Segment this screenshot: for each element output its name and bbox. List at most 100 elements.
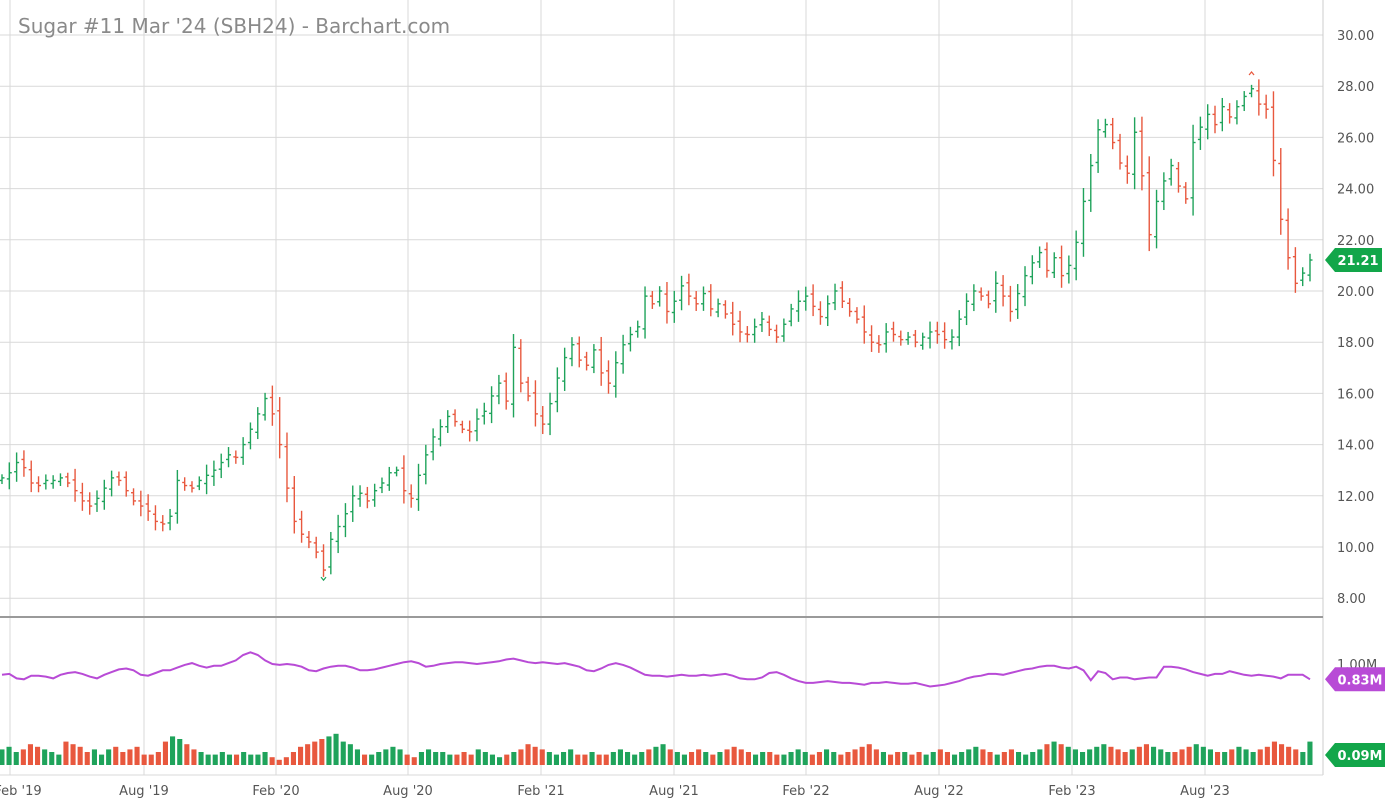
volume-bar (141, 754, 147, 765)
volume-bar (987, 752, 993, 765)
volume-bar (56, 754, 62, 765)
volume-bar (646, 749, 652, 765)
price-tick-label: 10.00 (1337, 541, 1374, 556)
volume-bar (1001, 752, 1007, 765)
volume-bar (326, 736, 332, 765)
volume-bar (532, 746, 538, 765)
volume-badge-label: 0.09M (1337, 749, 1382, 764)
volume-bar (1143, 744, 1149, 765)
volume-bar (255, 754, 261, 765)
volume-bar (980, 749, 986, 765)
volume-bar (603, 754, 609, 765)
volume-bar (1250, 752, 1256, 765)
volume-bar (1307, 741, 1313, 765)
volume-bar (1058, 744, 1064, 765)
volume-bar (788, 752, 794, 765)
volume-bar (774, 754, 780, 765)
volume-bar (433, 752, 439, 765)
volume-bar (1151, 746, 1157, 765)
volume-bar (298, 746, 304, 765)
volume-bar (1172, 752, 1178, 765)
volume-bar (63, 741, 69, 765)
volume-bar (511, 752, 517, 765)
volume-bar (191, 749, 197, 765)
volume-bar (1087, 749, 1093, 765)
volume-bar (568, 749, 574, 765)
volume-bar (376, 752, 382, 765)
volume-bar (1207, 749, 1213, 765)
volume-bar (390, 746, 396, 765)
volume-bar (305, 744, 311, 765)
volume-bar (184, 744, 190, 765)
price-tick-label: 14.00 (1337, 439, 1374, 454)
volume-bar (1037, 749, 1043, 765)
volume-bar (1108, 746, 1114, 765)
volume-bar (1215, 752, 1221, 765)
price-tick-label: 18.00 (1337, 336, 1374, 351)
volume-bar (70, 744, 76, 765)
volume-bar (973, 746, 979, 765)
volume-bar (838, 754, 844, 765)
volume-bar (198, 752, 204, 765)
volume-bar (461, 752, 467, 765)
volume-bar (77, 746, 83, 765)
oi-badge (1325, 667, 1385, 692)
volume-bar (866, 744, 872, 765)
volume-bar (1271, 741, 1277, 765)
volume-bar (1136, 746, 1142, 765)
price-tick-label: 24.00 (1337, 183, 1374, 198)
volume-bar (880, 752, 886, 765)
volume-bar (290, 752, 296, 765)
volume-bar (888, 754, 894, 765)
volume-bar (689, 752, 695, 765)
volume-bar (418, 752, 424, 765)
volume-bar (539, 749, 545, 765)
volume-bar (411, 757, 417, 765)
volume-bar (1016, 752, 1022, 765)
volume-bar (120, 752, 126, 765)
volume-bar (1044, 744, 1050, 765)
volume-bar (596, 754, 602, 765)
volume-bar (475, 749, 481, 765)
volume-bar (426, 749, 432, 765)
volume-bar (1165, 752, 1171, 765)
volume-bar (1279, 744, 1285, 765)
volume-bar (13, 752, 19, 765)
volume-bar (859, 746, 865, 765)
oi-badge-label: 0.83M (1337, 673, 1382, 688)
volume-bar (1264, 746, 1270, 765)
volume-bar (362, 754, 368, 765)
price-tick-label: 8.00 (1337, 592, 1366, 607)
volume-bar (1122, 752, 1128, 765)
volume-bar (269, 757, 275, 765)
volume-bar (99, 754, 105, 765)
volume-bar (383, 749, 389, 765)
volume-bar (681, 754, 687, 765)
volume-bar (447, 754, 453, 765)
volume-bar (930, 752, 936, 765)
volume-bar (696, 749, 702, 765)
volume-bar (1243, 749, 1249, 765)
volume-bar (845, 752, 851, 765)
x-tick-label: Aug '21 (649, 784, 699, 799)
price-tick-label: 16.00 (1337, 387, 1374, 402)
open-interest-line (1, 651, 1311, 688)
volume-bar (319, 739, 325, 765)
price-tick-label: 28.00 (1337, 80, 1374, 95)
volume-bar (674, 752, 680, 765)
volume-bar (113, 746, 119, 765)
volume-bar (262, 752, 268, 765)
volume-bar (49, 752, 55, 765)
x-tick-label: Feb '23 (1048, 784, 1095, 799)
volume-bar (1115, 749, 1121, 765)
volume-bar (1179, 749, 1185, 765)
price-tick-label: 22.00 (1337, 234, 1374, 249)
volume-bar (1222, 752, 1228, 765)
volume-bar (397, 749, 403, 765)
volume-bar (717, 752, 723, 765)
volume-bar (1051, 741, 1057, 765)
volume-bar (753, 754, 759, 765)
low-marker (320, 576, 327, 582)
volume-bar (1293, 749, 1299, 765)
